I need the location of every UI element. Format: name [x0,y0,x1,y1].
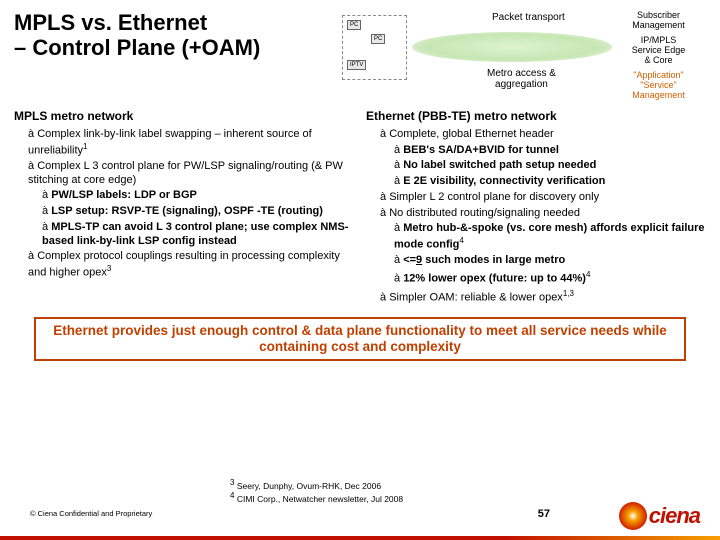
left-item-2c: à MPLS-TP can avoid L 3 control plane; u… [42,221,354,249]
subscriber-mgmt-label: Subscriber Management [611,10,706,31]
right-item-3a: à Metro hub-&-spoke (vs. core mesh) affo… [394,222,706,252]
left-item-2a: à PW/LSP labels: LDP or BGP [42,189,354,203]
callout-box: Ethernet provides just enough control & … [34,317,686,361]
logo-burst-icon [619,502,647,530]
ipmpls-edge-label: IP/MPLS Service Edge & Core [611,35,706,66]
left-item-1: à Complex link-by-link label swapping – … [28,128,354,158]
packet-transport-label: Packet transport [492,12,565,23]
footnote-4: 4 CIMI Corp., Netwatcher newsletter, Jul… [230,491,403,504]
left-column-header: MPLS metro network [14,109,354,124]
footnotes: 3 Seery, Dunphy, Ovum-RHK, Dec 2006 4 CI… [230,478,403,504]
left-item-2: à Complex L 3 control plane for PW/LSP s… [28,160,354,188]
right-item-3b: à <=9 such modes in large metro [394,254,706,268]
right-item-3c: à 12% lower opex (future: up to 44%)4 [394,270,706,286]
ciena-logo: ciena [619,502,700,530]
device-pc: PC [347,20,361,30]
footer-accent-bar [0,536,720,540]
logo-text: ciena [649,503,700,529]
footnote-3: 3 Seery, Dunphy, Ovum-RHK, Dec 2006 [230,478,403,491]
application-service-label: "Application" "Service" Management [611,70,706,101]
right-item-1: à Complete, global Ethernet header [380,128,706,142]
right-stack-labels: Subscriber Management IP/MPLS Service Ed… [611,10,706,105]
title-line-1: MPLS vs. Ethernet [14,10,334,35]
right-item-1c: à E 2E visibility, connectivity verifica… [394,175,706,189]
transport-cloud [412,32,612,62]
copyright-text: © Ciena Confidential and Proprietary [30,509,152,518]
metro-access-label: Metro access & aggregation [487,68,556,90]
device-iptv: IPTV [347,60,366,70]
left-column: MPLS metro network à Complex link-by-lin… [14,109,354,307]
cpe-devices-box: PC PC IPTV [342,15,407,80]
right-item-1a: à BEB's SA/DA+BVID for tunnel [394,144,706,158]
right-item-1b: à No label switched path setup needed [394,159,706,173]
right-item-2: à Simpler L 2 control plane for discover… [380,191,706,205]
slide-title: MPLS vs. Ethernet – Control Plane (+OAM) [14,10,334,61]
header-row: MPLS vs. Ethernet – Control Plane (+OAM)… [14,10,706,105]
right-column-header: Ethernet (PBB-TE) metro network [366,109,706,124]
title-line-2: – Control Plane (+OAM) [14,35,334,60]
slide: MPLS vs. Ethernet – Control Plane (+OAM)… [0,0,720,540]
right-item-3: à No distributed routing/signaling neede… [380,207,706,221]
right-item-4: à Simpler OAM: reliable & lower opex1,3 [380,289,706,305]
right-column: Ethernet (PBB-TE) metro network à Comple… [366,109,706,307]
network-diagram: PC PC IPTV Packet transport Metro access… [342,10,603,90]
left-item-3: à Complex protocol couplings resulting i… [28,250,354,280]
left-item-2b: à LSP setup: RSVP-TE (signaling), OSPF -… [42,205,354,219]
body-columns: MPLS metro network à Complex link-by-lin… [14,109,706,307]
page-number: 57 [538,508,550,520]
device-pc-2: PC [371,34,385,44]
